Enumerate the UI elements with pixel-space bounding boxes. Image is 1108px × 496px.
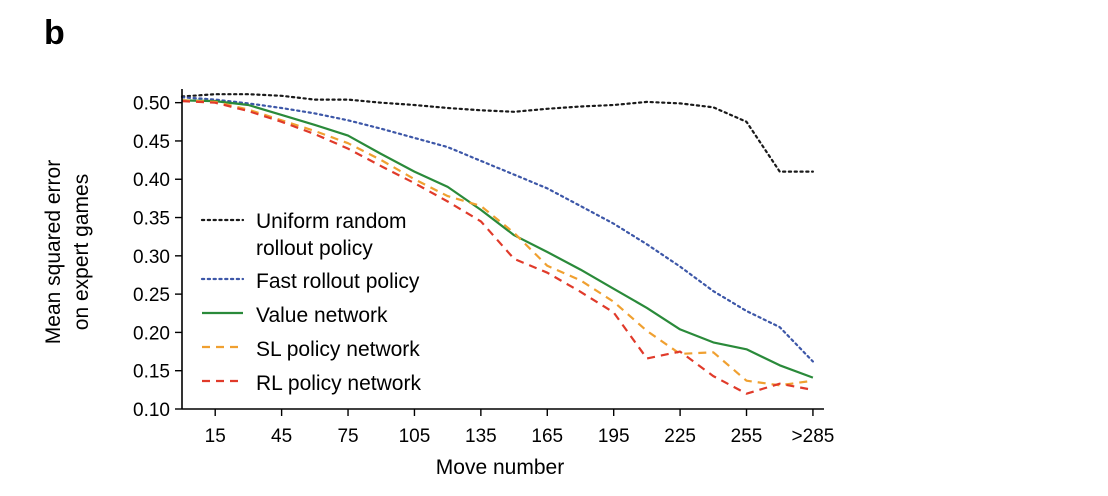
x-tick-label: 255 <box>731 426 763 447</box>
series-line-0 <box>180 93 815 173</box>
series-line-4 <box>181 100 814 395</box>
y-tick-label: 0.50 <box>133 94 170 115</box>
y-tick-label: 0.30 <box>133 247 170 268</box>
plot-lines <box>180 93 815 395</box>
x-axis-title: Move number <box>436 456 564 479</box>
y-tick-label: 0.10 <box>133 400 170 421</box>
legend-label-0: Uniform random <box>256 210 407 233</box>
x-tick-label: 105 <box>399 426 431 447</box>
legend-label-0: rollout policy <box>256 237 373 260</box>
y-tick-label: 0.25 <box>133 285 170 306</box>
y-tick-label: 0.20 <box>133 323 170 344</box>
x-tick-label: 165 <box>531 426 563 447</box>
x-tick-label: 45 <box>271 426 292 447</box>
legend: Uniform random rollout policy Fast rollout… <box>200 210 421 395</box>
series-line-1 <box>180 96 815 363</box>
x-tick-label: 195 <box>598 426 630 447</box>
legend-label-1: Fast rollout policy <box>256 270 420 293</box>
x-tick-label: 225 <box>664 426 696 447</box>
x-tick-label: >285 <box>792 426 835 447</box>
panel-label: b <box>44 14 65 52</box>
y-tick-label: 0.35 <box>133 209 170 230</box>
legend-label-4: RL policy network <box>256 372 421 395</box>
axes: 0.10 0.15 0.20 0.25 0.30 0.35 0.40 0.45 0.50 15 45… <box>42 89 834 479</box>
y-tick-label: 0.40 <box>133 170 170 191</box>
series-line-2 <box>181 99 814 379</box>
legend-label-3: SL policy network <box>256 338 420 361</box>
y-axis-title: on expert games <box>70 174 93 330</box>
x-tick-label: 135 <box>465 426 497 447</box>
y-tick-label: 0.45 <box>133 132 170 153</box>
y-axis-title: Mean squared error <box>42 160 65 344</box>
x-tick-label: 75 <box>337 426 358 447</box>
series-line-3 <box>181 99 814 387</box>
y-tick-label: 0.15 <box>133 362 170 383</box>
legend-label-2: Value network <box>256 304 388 327</box>
x-tick-label: 15 <box>205 426 226 447</box>
